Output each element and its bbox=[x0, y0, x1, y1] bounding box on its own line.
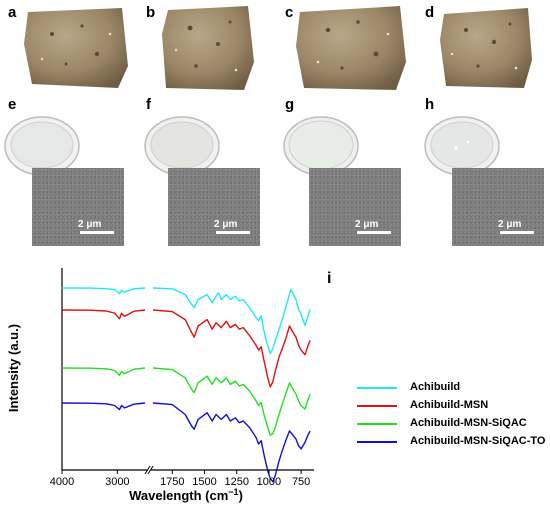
x-axis-label-main: Wavelength (cm bbox=[129, 488, 228, 503]
petri-dish-f bbox=[144, 116, 220, 176]
stone-sample-b bbox=[162, 6, 254, 90]
series-line-3-right bbox=[152, 367, 311, 436]
scale-bar-label: 2 μm bbox=[214, 219, 238, 230]
sem-image-h: 2 μm bbox=[452, 168, 544, 246]
panel-label-f: f bbox=[146, 96, 151, 113]
panel-label-c: c bbox=[285, 4, 294, 21]
petri-dish-g bbox=[283, 116, 359, 176]
petri-dish-h bbox=[424, 116, 500, 176]
legend-label: Achibuild bbox=[410, 381, 461, 393]
axis-break-mark bbox=[147, 465, 154, 475]
petri-dish-e bbox=[4, 116, 80, 176]
x-tick-label: 1250 bbox=[224, 476, 248, 488]
panel-label-i: i bbox=[327, 270, 332, 287]
legend-label: Achibuild-MSN bbox=[410, 399, 489, 411]
ftir-chart: 4000 3000 1750 1500 1250 1000 750 Intensity (a… bbox=[0, 258, 330, 512]
scale-bar-label: 2 μm bbox=[78, 219, 102, 230]
legend-label: Achibuild-MSN-SiQAC bbox=[410, 417, 527, 429]
ftir-chart-svg: 4000 3000 1750 1500 1250 1000 750 Intensity (a… bbox=[6, 268, 314, 503]
x-tick-label: 1000 bbox=[257, 476, 281, 488]
stone-sample-a bbox=[24, 8, 128, 88]
panel-label-a: a bbox=[8, 4, 17, 21]
legend-item: Achibuild bbox=[357, 381, 547, 393]
x-tick-label: 750 bbox=[292, 476, 310, 488]
panel-label-e: e bbox=[8, 96, 17, 113]
legend-swatch bbox=[357, 423, 397, 425]
scale-bar bbox=[357, 231, 391, 234]
legend-item: Achibuild-MSN bbox=[357, 399, 547, 411]
panel-label-b: b bbox=[146, 4, 156, 21]
sem-image-f: 2 μm bbox=[168, 168, 260, 246]
y-axis-label: Intensity (a.u.) bbox=[6, 324, 21, 412]
scale-bar-label: 2 μm bbox=[498, 219, 522, 230]
series-line-4-left bbox=[61, 402, 146, 411]
x-tick-label: 3000 bbox=[105, 476, 129, 488]
axis-break-mark bbox=[144, 465, 151, 475]
x-tick-label: 1500 bbox=[192, 476, 216, 488]
x-axis-label-sup: −1 bbox=[228, 487, 238, 497]
series-line-4-right bbox=[152, 402, 311, 483]
sem-image-e: 2 μm bbox=[32, 168, 124, 246]
chart-axes bbox=[61, 268, 314, 475]
series-line-2-left bbox=[61, 309, 146, 320]
series-line-2-right bbox=[152, 309, 311, 388]
series-line-1-left bbox=[61, 287, 146, 295]
x-axis-label: Wavelength (cm−1) bbox=[129, 487, 243, 503]
scale-bar bbox=[80, 231, 114, 234]
legend-label: Achibuild-MSN-SiQAC-TO bbox=[410, 435, 546, 447]
series-line-3-left bbox=[61, 367, 146, 377]
legend-swatch bbox=[357, 441, 397, 443]
stone-sample-d bbox=[440, 8, 532, 88]
legend-item: Achibuild-MSN-SiQAC bbox=[357, 417, 547, 429]
legend-swatch bbox=[357, 405, 397, 407]
x-tick-label: 4000 bbox=[50, 476, 74, 488]
x-tick-label: 1750 bbox=[160, 476, 184, 488]
scale-bar-label: 2 μm bbox=[355, 219, 379, 230]
panel-label-g: g bbox=[285, 96, 295, 113]
sem-image-g: 2 μm bbox=[309, 168, 401, 246]
series-line-1-right bbox=[152, 287, 311, 355]
chart-ticks: 4000 3000 1750 1500 1250 1000 750 bbox=[50, 470, 310, 488]
chart-series-group bbox=[61, 287, 311, 483]
x-axis-label-close: ) bbox=[239, 488, 243, 503]
scale-bar bbox=[500, 231, 534, 234]
legend-item: Achibuild-MSN-SiQAC-TO bbox=[357, 435, 547, 447]
panel-label-d: d bbox=[425, 4, 435, 21]
legend-swatch bbox=[357, 387, 397, 389]
panel-label-h: h bbox=[425, 96, 435, 113]
scale-bar bbox=[216, 231, 250, 234]
stone-sample-c bbox=[296, 6, 406, 90]
